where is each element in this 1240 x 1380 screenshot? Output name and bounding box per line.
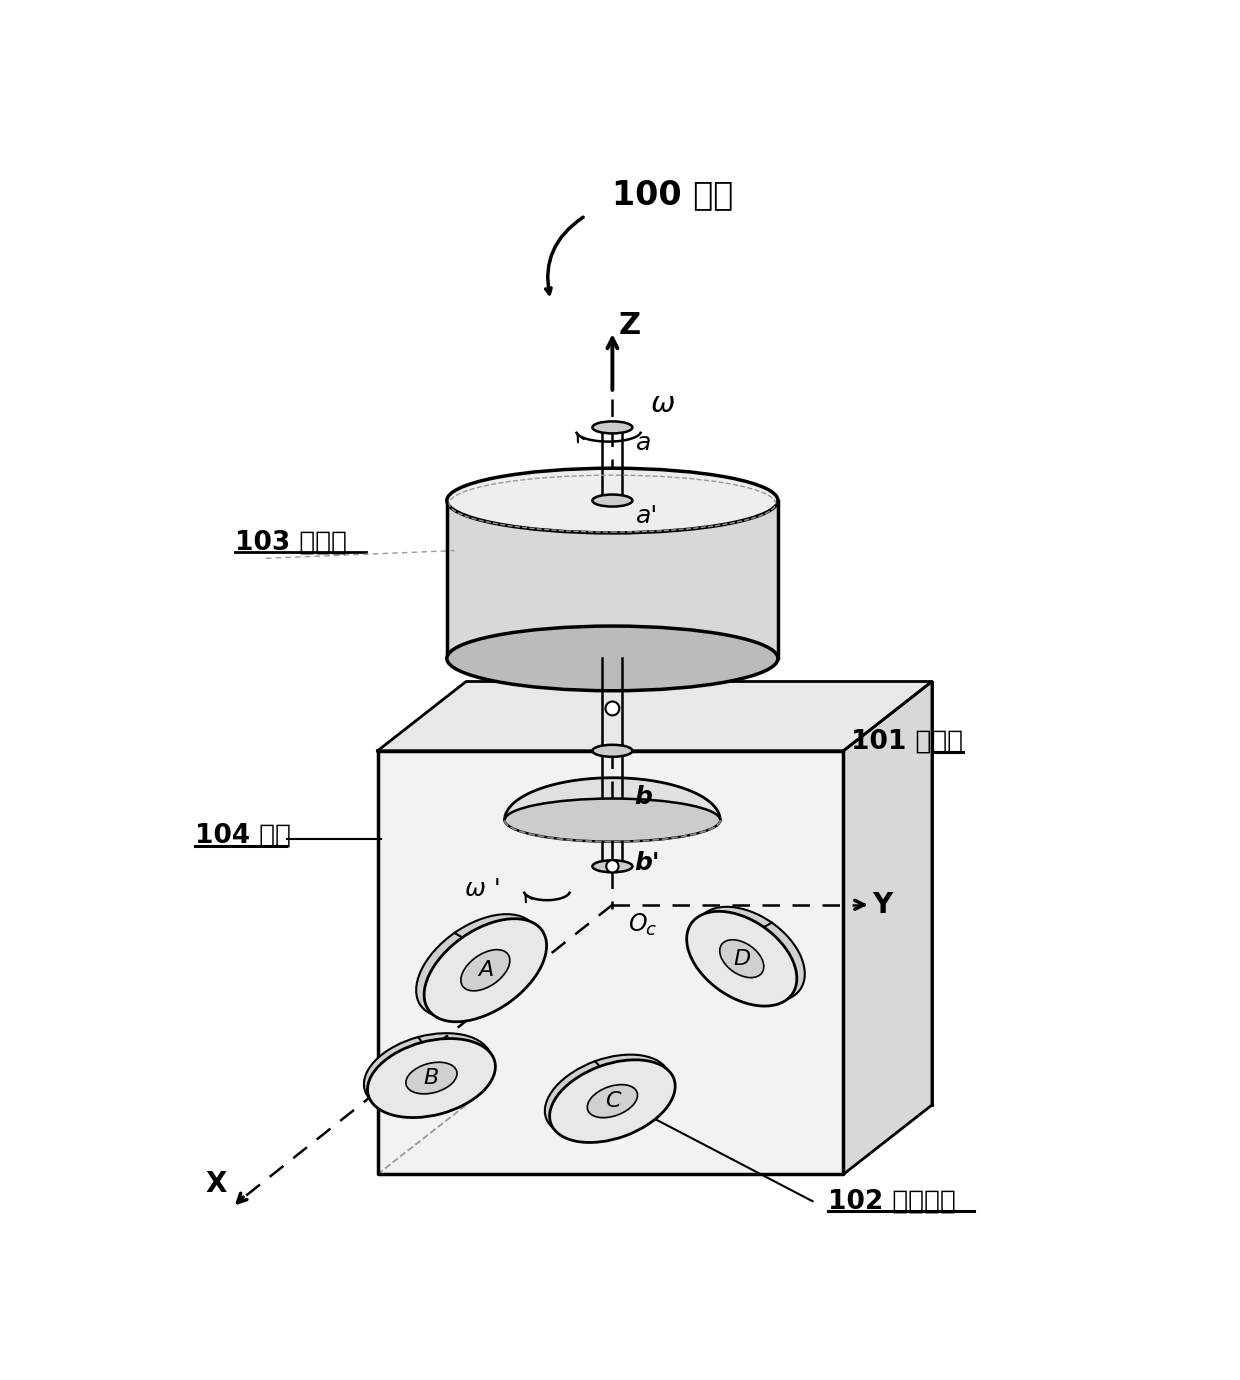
Text: 102 反作用轮: 102 反作用轮 xyxy=(828,1188,956,1214)
Text: Z: Z xyxy=(619,312,641,341)
Text: O: O xyxy=(627,912,646,936)
Text: 103 旋转体: 103 旋转体 xyxy=(236,530,347,556)
Text: Y: Y xyxy=(873,891,893,919)
Circle shape xyxy=(605,701,619,715)
Polygon shape xyxy=(505,778,720,820)
Ellipse shape xyxy=(461,949,510,991)
Text: a': a' xyxy=(635,504,657,529)
Text: ω: ω xyxy=(651,391,676,418)
Text: b: b xyxy=(634,785,652,809)
Polygon shape xyxy=(446,501,777,658)
Text: X: X xyxy=(206,1170,227,1198)
Text: 100 卫星: 100 卫星 xyxy=(613,178,734,211)
Ellipse shape xyxy=(544,1054,671,1137)
Text: ω ': ω ' xyxy=(465,878,501,901)
Ellipse shape xyxy=(446,468,777,533)
Ellipse shape xyxy=(417,914,538,1017)
Polygon shape xyxy=(377,682,932,751)
Ellipse shape xyxy=(549,1060,676,1143)
Text: 101 平衡轮: 101 平衡轮 xyxy=(851,729,963,755)
Text: a: a xyxy=(635,431,651,455)
Ellipse shape xyxy=(405,1063,458,1094)
Ellipse shape xyxy=(593,421,632,433)
Ellipse shape xyxy=(505,799,720,842)
Text: C: C xyxy=(605,1092,620,1111)
Text: b': b' xyxy=(634,851,660,875)
Ellipse shape xyxy=(446,627,777,691)
Ellipse shape xyxy=(687,911,797,1006)
Polygon shape xyxy=(843,682,932,1174)
Ellipse shape xyxy=(363,1034,492,1112)
Polygon shape xyxy=(377,751,843,1174)
Ellipse shape xyxy=(593,860,632,872)
Text: A: A xyxy=(477,960,494,980)
Text: B: B xyxy=(424,1068,439,1087)
Circle shape xyxy=(606,860,619,872)
Text: D: D xyxy=(733,948,750,969)
Ellipse shape xyxy=(424,919,547,1021)
Ellipse shape xyxy=(694,907,805,1002)
Ellipse shape xyxy=(588,1085,637,1118)
Ellipse shape xyxy=(593,494,632,506)
Text: 104 星体: 104 星体 xyxy=(195,822,291,849)
Text: c: c xyxy=(645,922,655,940)
Ellipse shape xyxy=(719,940,764,977)
Ellipse shape xyxy=(593,745,632,756)
Ellipse shape xyxy=(367,1039,496,1118)
